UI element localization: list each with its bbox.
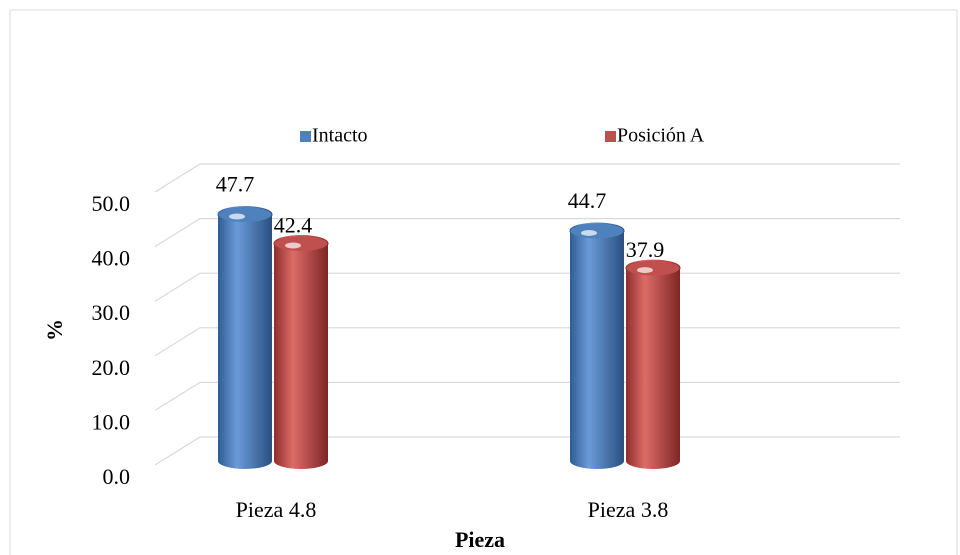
grid-line: [154, 163, 900, 193]
bar-highlight: [581, 229, 597, 236]
bar: [274, 243, 328, 469]
bar-top: [217, 206, 273, 224]
legend-swatch: [605, 131, 616, 142]
x-tick-label: Pieza 3.8: [588, 497, 669, 522]
legend-label: Intacto: [312, 125, 368, 147]
y-axis-title: %: [42, 319, 67, 341]
bar: [626, 268, 680, 469]
chart-border: [9, 9, 958, 555]
bar-top: [569, 222, 625, 240]
bar: [218, 214, 272, 469]
x-axis-title: Pieza: [455, 527, 505, 552]
data-label: 37.9: [626, 237, 665, 262]
grid-line: [154, 218, 900, 248]
bar-highlight: [637, 267, 653, 274]
bar-top: [273, 234, 329, 252]
x-tick-label: Pieza 4.8: [236, 497, 317, 522]
legend-label: Posición A: [617, 125, 705, 147]
y-tick-label: 50.0: [92, 191, 131, 216]
y-tick-label: 20.0: [92, 355, 131, 380]
bar: [570, 230, 624, 469]
y-tick-label: 10.0: [92, 409, 131, 434]
bar-highlight: [285, 242, 301, 249]
y-tick-label: 40.0: [92, 246, 131, 271]
y-tick-label: 30.0: [92, 300, 131, 325]
bar-highlight: [229, 213, 245, 220]
legend-swatch: [300, 131, 311, 142]
bar-top: [625, 259, 681, 277]
data-label: 42.4: [274, 213, 313, 238]
y-tick-label: 0.0: [103, 464, 131, 489]
data-label: 44.7: [568, 188, 607, 213]
data-label: 47.7: [216, 172, 255, 197]
